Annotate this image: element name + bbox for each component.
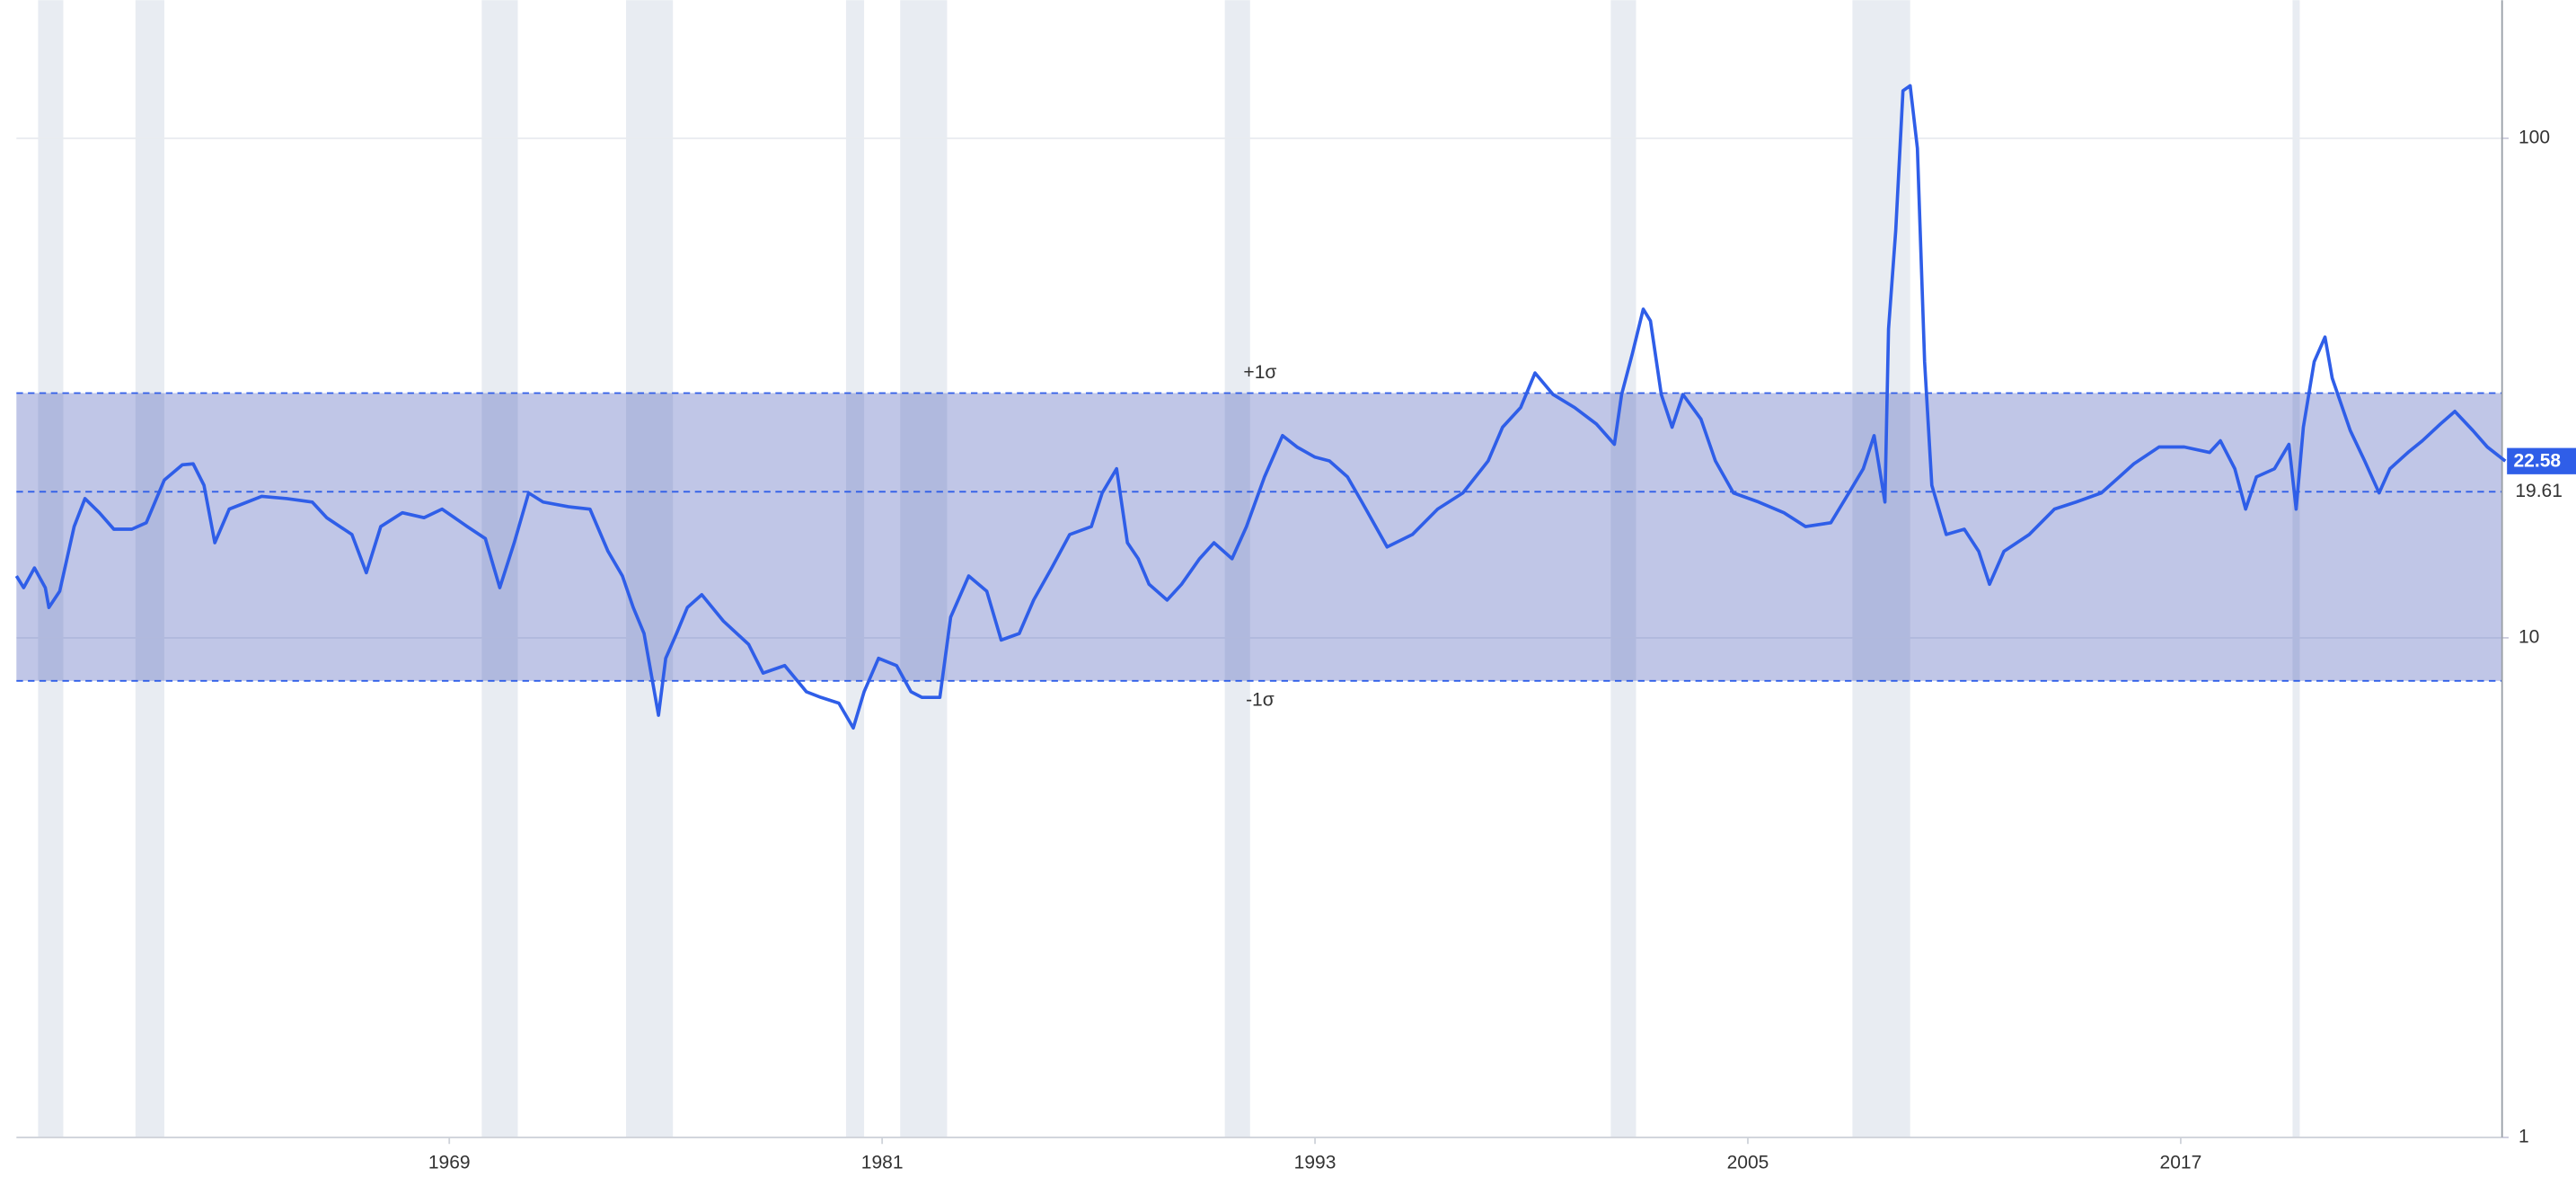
x-tick-label: 1981	[861, 1153, 904, 1173]
recession-band	[38, 0, 64, 1137]
x-tick-label: 1969	[428, 1153, 471, 1173]
recession-band	[625, 0, 674, 1137]
y-tick-label: 100	[2519, 127, 2550, 147]
x-tick-label: 1993	[1294, 1153, 1337, 1173]
y-tick-label: 10	[2519, 626, 2539, 647]
recession-band	[900, 0, 948, 1137]
recession-band	[2292, 0, 2300, 1137]
x-tick-label: 2005	[1727, 1153, 1769, 1173]
x-tick-label: 2017	[2160, 1153, 2202, 1173]
recession-band	[1224, 0, 1250, 1137]
recession-band	[135, 0, 164, 1137]
recession-band	[845, 0, 865, 1137]
last-value-label: 22.58	[2513, 451, 2561, 472]
sigma-band	[16, 393, 2502, 681]
sigma-lower-label: -1σ	[1246, 689, 1275, 710]
mean-label: 19.61	[2515, 481, 2563, 501]
last-value-badge	[2507, 447, 2576, 474]
recession-band	[481, 0, 518, 1137]
recession-band	[1852, 0, 1910, 1137]
data-line	[14, 84, 2507, 730]
y-tick-label: 1	[2519, 1126, 2529, 1146]
sigma-upper-label: +1σ	[1243, 362, 1276, 383]
recession-band	[1610, 0, 1636, 1137]
